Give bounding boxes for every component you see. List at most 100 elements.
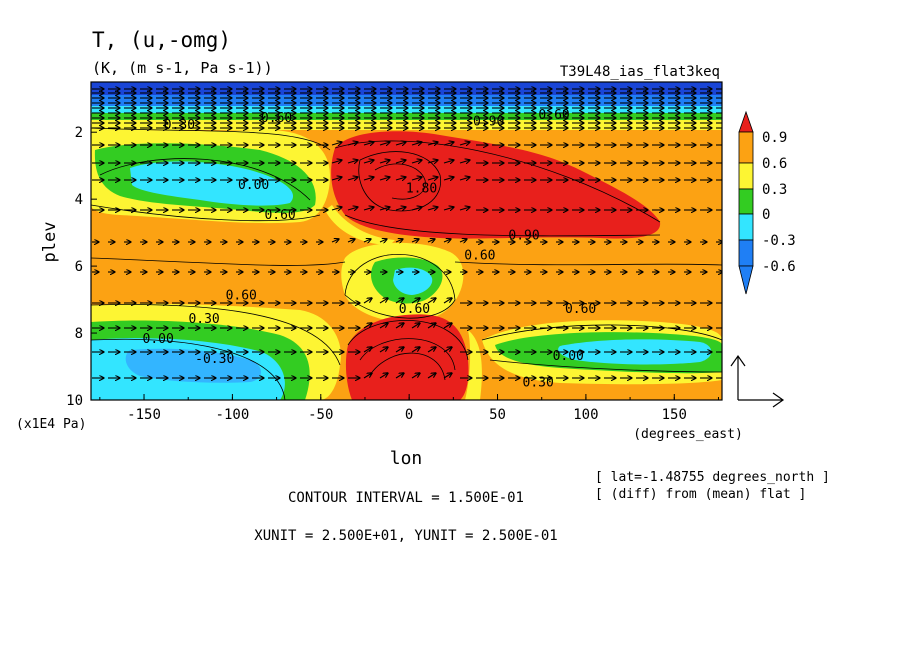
wind-vector [411,207,422,210]
wind-vector [459,239,467,242]
wind-vector [411,323,420,329]
wind-vector [379,142,390,145]
wind-vector [411,239,419,242]
colorbar: 0.9 0.6 0.3 0 -0.3 -0.6 [738,110,796,295]
x-tick-label: 0 [405,407,413,423]
wind-vector [443,142,454,145]
wind-vector [395,207,406,210]
wind-vector [459,142,470,145]
wind-vector [379,239,387,242]
wind-vector [379,298,388,304]
wind-vector [427,323,436,329]
x-tick-label: 50 [489,407,506,423]
wind-vector [363,207,374,210]
region-upper-red [331,131,661,239]
wind-vector [347,142,358,145]
wind-vector [395,160,406,163]
wind-vector [331,207,342,210]
wind-vector [443,298,452,304]
wind-vector [443,373,452,379]
wind-vector [443,177,454,180]
wind-vector [347,177,358,180]
wind-vector [443,160,454,163]
x-axis-unit-label: (degrees_east) [633,427,743,442]
x-axis: -150 -100 -50 0 50 100 150 [99,394,719,423]
run-label: T39L48_ias_flat3keq [560,64,720,80]
colorbar-label: -0.3 [762,233,796,249]
colorbar-segment [738,213,754,241]
wind-vector [411,177,422,180]
y-tick-label: 8 [75,326,83,342]
wind-vector [427,298,436,304]
wind-vector [379,177,390,180]
chart-title: T, (u,-omg) [92,28,231,52]
contour-label: 0.60 [538,108,569,123]
band-top-blue [91,95,722,107]
contour-label: 0.00 [238,178,269,193]
reference-vector-up [730,354,746,400]
wind-vector [379,160,390,163]
wind-vector [459,177,470,180]
contour-label: 0.60 [264,208,295,223]
y-tick-label: 6 [75,259,83,275]
colorbar-label: -0.6 [762,259,796,275]
contour-label: 0.30 [523,376,554,391]
y-tick-label: 2 [75,125,83,141]
wind-vector [347,207,358,210]
wind-vector [363,142,374,145]
x-tick-label: 150 [662,407,687,423]
reference-vector [730,354,785,408]
contour-label: 1.80 [406,181,437,196]
contour-labels: 0.30 0.60 0.00 0.60 1.80 0.90 0.60 0.90 0.60 0.60… [143,108,597,391]
contour-label: 0.60 [399,302,430,317]
wind-vector [363,323,372,329]
wind-vector [427,142,438,145]
y-tick-label: 4 [75,192,83,208]
wind-vector [427,239,435,242]
wind-vector [395,347,404,353]
colorbar-segment [738,188,754,215]
wind-vector [331,142,342,145]
wind-vector [443,207,454,210]
x-tick-label: 100 [573,407,598,423]
colorbar-label: 0.3 [762,182,787,198]
colorbar-segment [738,265,754,295]
heatmap-field [91,82,722,400]
region-lower-left-azure [125,348,262,383]
contour-label: 0.30 [188,312,219,327]
wind-vector [411,298,420,304]
wind-vector [331,177,342,180]
wind-vector [395,142,406,145]
colorbar-segment [738,110,754,133]
contour-label: 0.60 [261,111,292,126]
wind-vector [379,323,388,329]
vector-units-text: XUNIT = 2.500E+01, YUNIT = 2.500E-01 [254,528,557,544]
wind-vector [363,298,372,304]
x-tick-label: -150 [127,407,161,423]
wind-vector [363,347,372,353]
colorbar-segment [738,131,754,164]
y-axis: 2 4 6 8 10 [66,125,97,409]
colorbar-label: 0.6 [762,156,787,172]
region-lower-yellow-edge [465,330,482,400]
wind-vector [427,160,438,163]
wind-vector [411,160,422,163]
wind-vector [331,239,339,242]
colorbar-segment [738,239,754,267]
contour-label: -0.30 [195,352,234,367]
wind-vector [395,239,403,242]
wind-vector [411,347,420,353]
wind-vector [347,160,358,163]
wind-vector [331,160,342,163]
region-lower-red [345,314,469,400]
colorbar-label: 0 [762,207,770,223]
contour-interval-text: CONTOUR INTERVAL = 1.500E-01 [288,490,524,506]
wind-vector [363,160,374,163]
x-axis-label: lon [390,448,423,469]
x-tick-label: -100 [216,407,250,423]
x-tick-label: -50 [308,407,333,423]
reference-vector-right [738,392,785,408]
contour-label: 0.90 [473,115,504,130]
wind-vector [443,239,451,242]
